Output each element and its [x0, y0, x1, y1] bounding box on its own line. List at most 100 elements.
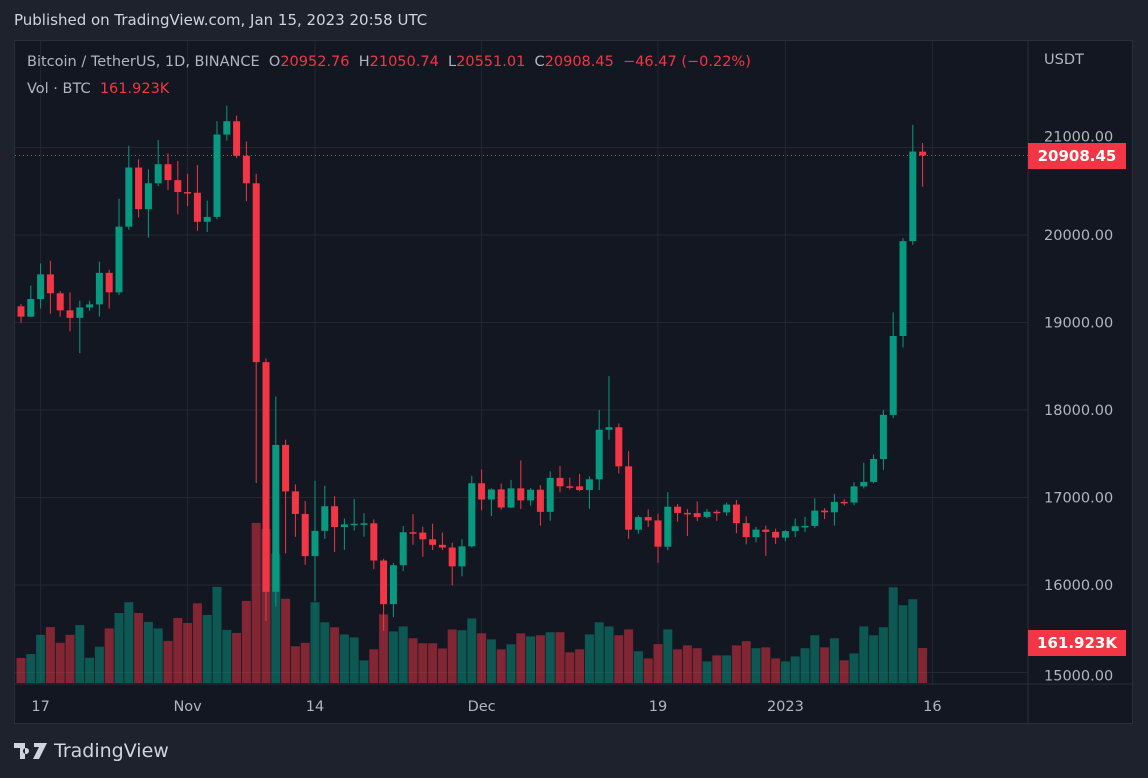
x-tick-label: 14 [306, 699, 324, 715]
volume-bar [241, 600, 251, 683]
candle-body [252, 183, 260, 363]
volume-bar [859, 626, 869, 683]
candle-body [889, 335, 897, 415]
volume-bar [486, 639, 496, 683]
volume-bar [349, 637, 359, 683]
candle-body [95, 272, 103, 305]
last-price-tag: 20908.45 [1028, 143, 1126, 169]
candle-body [830, 501, 838, 513]
candle-body [223, 121, 231, 135]
candle-body [674, 506, 682, 513]
volume-bar [134, 613, 144, 683]
candle-body [468, 483, 476, 547]
candle-body [233, 121, 241, 156]
volume-bar [918, 648, 928, 683]
symbol-title[interactable]: Bitcoin / TetherUS, 1D, BINANCE [27, 54, 260, 70]
volume-bar [437, 648, 447, 683]
candle-body [546, 477, 554, 512]
volume-bar [614, 635, 624, 683]
volume-bar [594, 622, 604, 683]
high-label: H [358, 54, 370, 70]
candle-body [262, 362, 270, 592]
candle-body [272, 444, 280, 592]
volume-bar [300, 642, 310, 683]
volume-bar [418, 643, 428, 683]
candle-body [811, 510, 819, 526]
volume-bar [839, 660, 849, 683]
candle-body [497, 489, 505, 508]
volume-bar [173, 617, 183, 683]
volume-label[interactable]: Vol · BTC [27, 81, 91, 97]
candle-body [801, 525, 809, 528]
volume-bar [584, 634, 594, 683]
candle-body [282, 444, 290, 492]
volume-bar [790, 656, 800, 683]
candle-body [331, 506, 339, 527]
candle-body [340, 524, 348, 527]
low-value: 20551.01 [456, 54, 526, 70]
published-caption: Published on TradingView.com, Jan 15, 20… [14, 11, 428, 29]
candle-body [585, 479, 593, 491]
volume-bar [829, 638, 839, 683]
candle-body [732, 504, 740, 524]
volume-bar [388, 631, 398, 683]
volume-bar [702, 661, 712, 683]
volume-bar [810, 635, 820, 683]
volume-bar [526, 636, 536, 683]
volume-value: 161.923K [99, 81, 170, 97]
candle-body [291, 491, 299, 514]
candle-body [781, 531, 789, 538]
volume-bar [653, 644, 663, 683]
candle-body [478, 483, 486, 500]
volume-bar [908, 599, 918, 683]
volume-bar [114, 613, 124, 683]
volume-bar [761, 647, 771, 683]
volume-bar [731, 645, 741, 683]
candle-body [203, 216, 211, 222]
candle-body [821, 510, 829, 513]
volume-bar [163, 640, 173, 683]
candle-body [370, 523, 378, 561]
x-tick-label: Nov [173, 699, 202, 715]
candle-body [56, 293, 64, 311]
x-tick-label: 16 [923, 699, 941, 715]
volume-bar [428, 643, 438, 683]
candle-body [242, 155, 250, 184]
open-label: O [268, 54, 281, 70]
candle-body [27, 299, 35, 317]
candle-body [66, 310, 74, 318]
candle-body [125, 167, 133, 227]
candle-body [507, 488, 515, 508]
volume-bar [310, 602, 320, 683]
x-tick-label: 19 [649, 699, 667, 715]
candle-body [879, 414, 887, 459]
candle-body [693, 513, 701, 517]
volume-tag: 161.923K [1028, 630, 1126, 656]
candle-body [115, 226, 123, 293]
tradingview-logo[interactable]: TradingView [14, 740, 169, 762]
x-tick-label: Dec [468, 699, 496, 715]
volume-bar [878, 627, 888, 683]
volume-bar [153, 628, 163, 683]
y-tick-label: 21000.00 [1044, 130, 1113, 146]
candle-body [840, 501, 848, 504]
volume-bar [496, 649, 506, 683]
candle-body [380, 560, 388, 605]
candle-body [762, 529, 770, 532]
y-tick-label: 17000.00 [1044, 491, 1113, 507]
candle-body [870, 459, 878, 482]
candle-body [683, 512, 691, 515]
volume-bar [643, 658, 653, 683]
volume-bar [65, 634, 75, 683]
candle-body [86, 304, 94, 308]
volume-bar [663, 629, 673, 683]
candle-body [311, 530, 319, 557]
volume-bar [624, 629, 634, 683]
open-value: 20952.76 [280, 54, 350, 70]
volume-bar [369, 649, 379, 683]
low-label: L [448, 54, 457, 70]
y-tick-label: 16000.00 [1044, 578, 1113, 594]
candle-body [37, 274, 45, 300]
volume-bar [898, 605, 908, 683]
